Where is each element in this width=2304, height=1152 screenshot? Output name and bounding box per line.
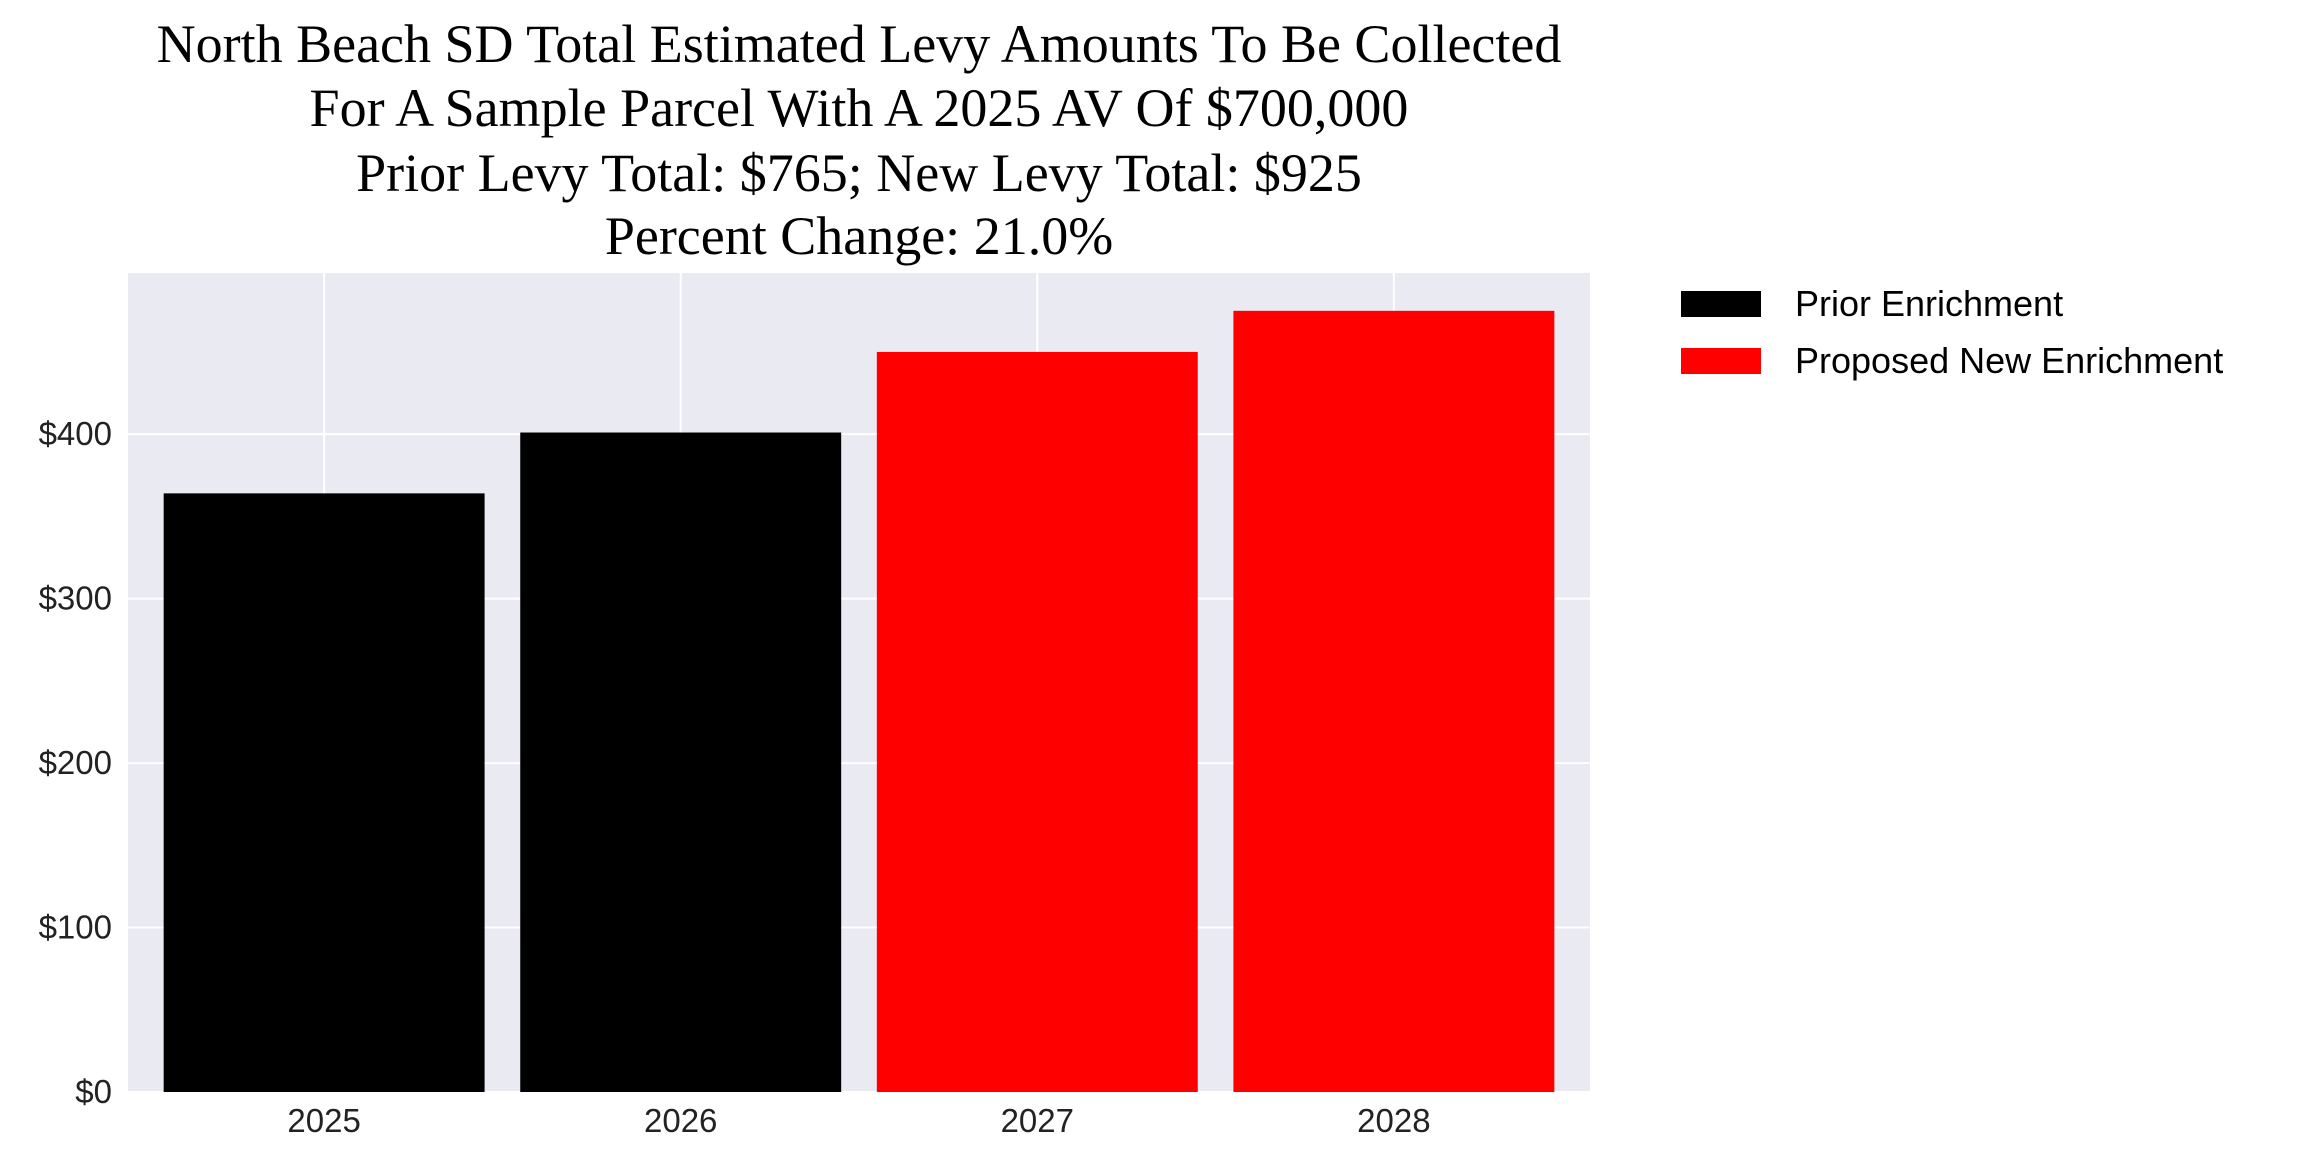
- legend-swatch-prior: [1681, 291, 1761, 317]
- x-tick-label: 2027: [1001, 1102, 1074, 1139]
- bar-2026: [520, 432, 842, 1092]
- x-tick-label: 2026: [644, 1102, 717, 1139]
- y-tick-label: $100: [39, 909, 112, 946]
- bars: [163, 310, 1555, 1092]
- bar-2027: [876, 351, 1198, 1092]
- title-line-1: North Beach SD Total Estimated Levy Amou…: [157, 14, 1562, 74]
- x-axis-ticks: 2025 2026 2027 2028: [287, 1102, 1430, 1139]
- chart-title: North Beach SD Total Estimated Levy Amou…: [157, 14, 1562, 266]
- bar-2028: [1233, 310, 1555, 1092]
- y-tick-label: $400: [39, 415, 112, 452]
- title-line-4: Percent Change: 21.0%: [605, 206, 1113, 266]
- y-tick-label: $0: [75, 1073, 112, 1110]
- x-tick-label: 2028: [1357, 1102, 1430, 1139]
- title-line-3: Prior Levy Total: $765; New Levy Total: …: [356, 143, 1362, 203]
- bar-2025: [163, 493, 485, 1092]
- y-tick-label: $300: [39, 580, 112, 617]
- y-axis-ticks: $0 $100 $200 $300 $400: [39, 415, 112, 1110]
- y-tick-label: $200: [39, 744, 112, 781]
- x-tick-label: 2025: [287, 1102, 360, 1139]
- legend-label-proposed: Proposed New Enrichment: [1795, 340, 2223, 381]
- legend-label-prior: Prior Enrichment: [1795, 283, 2063, 324]
- title-line-2: For A Sample Parcel With A 2025 AV Of $7…: [310, 78, 1409, 138]
- legend: Prior Enrichment Proposed New Enrichment: [1681, 283, 2223, 381]
- legend-swatch-proposed: [1681, 348, 1761, 374]
